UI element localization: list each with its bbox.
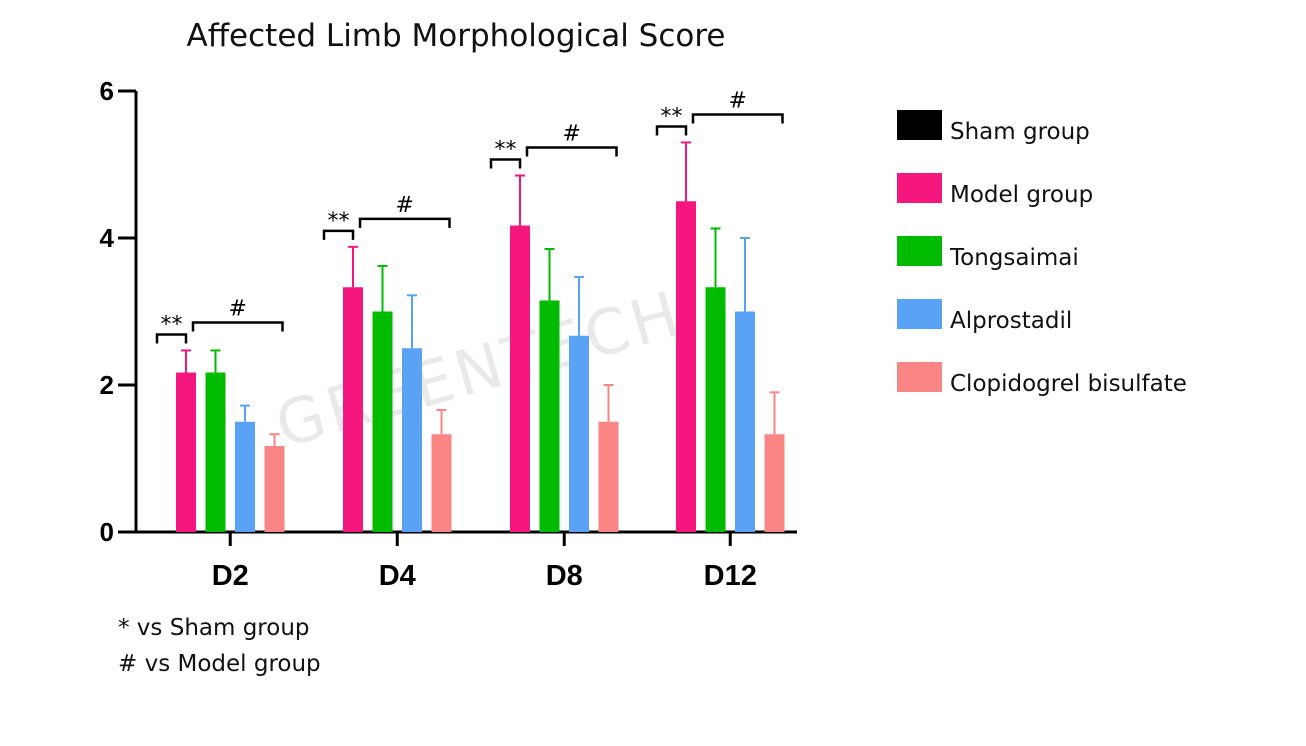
y-tick-label: 2 (100, 370, 114, 400)
legend-swatch (897, 173, 942, 203)
bar (343, 287, 363, 532)
footnote-vs-model: # vs Model group (118, 651, 321, 677)
bar (764, 434, 785, 532)
significance-mark-vs-sham: ** (661, 104, 683, 129)
watermark: GREENTECH (268, 277, 691, 463)
bar (205, 372, 226, 532)
significance-mark-vs-sham: ** (495, 138, 517, 163)
legend-label: Tongsaimai (949, 245, 1079, 271)
significance-bracket-vs-model (691, 113, 784, 124)
significance-bracket-vs-sham (155, 333, 188, 344)
legend: Sham group Model group Tongsaimai Alprostad… (897, 110, 1187, 397)
significance-bracket-vs-model (191, 321, 284, 332)
y-tick-label: 4 (100, 223, 115, 253)
significance-mark-vs-sham: ** (328, 209, 350, 234)
x-tick-label: D4 (379, 560, 416, 592)
bar (569, 335, 589, 532)
y-tick-label: 6 (100, 76, 114, 106)
significance-mark-vs-model: # (396, 193, 414, 218)
bar (176, 372, 196, 532)
legend-swatch (897, 362, 942, 392)
significance-bracket-vs-sham (489, 158, 522, 169)
x-tick-label: D8 (546, 560, 583, 592)
significance-mark-vs-model: # (729, 88, 747, 113)
x-tick-label: D12 (704, 560, 757, 592)
significance-bracket-vs-sham (655, 125, 688, 136)
bar (735, 311, 755, 532)
bar (598, 421, 619, 532)
y-tick-label: 0 (100, 517, 114, 547)
significance-mark-vs-model: # (563, 122, 581, 147)
chart-title: Affected Limb Morphological Score (186, 18, 725, 54)
legend-swatch (897, 299, 942, 329)
legend-label: Model group (950, 182, 1093, 208)
bar (402, 348, 422, 532)
legend-label: Clopidogrel bisulfate (950, 371, 1187, 397)
bar (372, 311, 393, 532)
significance-mark-vs-sham: ** (161, 312, 183, 337)
significance-mark-vs-model: # (229, 296, 247, 321)
significance-bracket-vs-sham (322, 229, 355, 240)
legend-label: Alprostadil (950, 308, 1072, 334)
bar (676, 201, 696, 532)
bar (539, 300, 560, 532)
legend-swatch (897, 110, 942, 140)
x-tick-label: D2 (212, 560, 249, 592)
significance-bracket-vs-model (525, 146, 618, 157)
significance-bracket-vs-model (358, 217, 451, 228)
bar (705, 287, 726, 532)
bar (264, 446, 285, 532)
bar (235, 421, 255, 532)
legend-label: Sham group (950, 119, 1090, 145)
plot-area: 0 2 4 6 D2 ** # D4 ** # D8 ** # D12 ** # (100, 76, 797, 592)
footnote-vs-sham: * vs Sham group (118, 615, 310, 641)
legend-swatch (897, 236, 942, 266)
bar (431, 434, 452, 532)
bar (510, 225, 530, 532)
